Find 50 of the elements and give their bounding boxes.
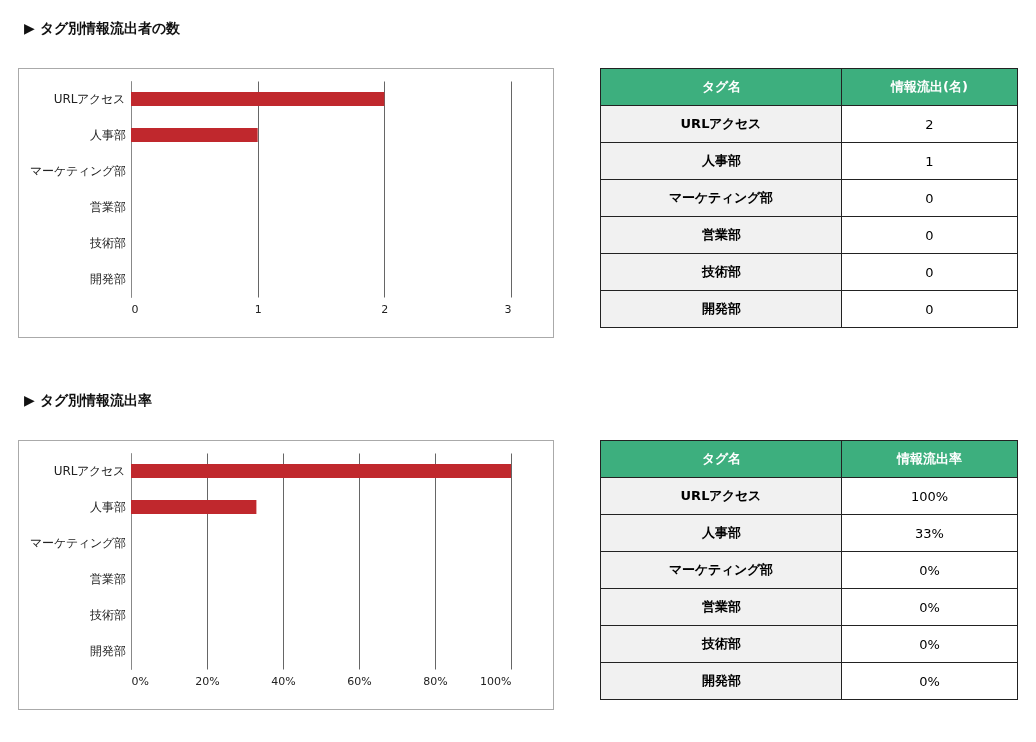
x-tick-label: 0 <box>131 302 139 316</box>
x-tick-label: 20% <box>195 674 220 688</box>
data-label: 0% <box>841 625 1018 663</box>
x-tick-label: 40% <box>271 674 296 688</box>
y-tick-label: URLアクセス <box>53 464 126 478</box>
x-tick-label: 100% <box>480 674 512 688</box>
category-label: 人事部 <box>701 525 741 540</box>
y-tick-label: 人事部 <box>89 128 126 142</box>
category-label: 開発部 <box>701 673 741 688</box>
y-tick-label: 技術部 <box>88 608 126 622</box>
y-tick-label: 開発部 <box>89 272 126 286</box>
data-label: 33% <box>841 514 1018 552</box>
category-label: 開発部 <box>701 301 741 316</box>
x-tick-label: 80% <box>423 674 448 688</box>
category-label: URLアクセス <box>680 116 762 131</box>
category-label: マーケティング部 <box>669 562 773 577</box>
data-label: 0 <box>841 216 1018 254</box>
x-tick-label: 60% <box>347 674 372 688</box>
category-label: 営業部 <box>701 599 741 614</box>
text: 情報流出率 <box>841 440 1018 478</box>
y-tick-label: 営業部 <box>89 200 126 214</box>
category-label: 営業部 <box>701 227 741 242</box>
y-tick-label: 技術部 <box>88 236 126 250</box>
text: 情報流出(名) <box>841 68 1018 106</box>
category-label: 技術部 <box>701 636 741 651</box>
y-tick-label: マーケティング部 <box>29 536 126 550</box>
y-tick-label: 人事部 <box>89 500 126 514</box>
x-tick-label: 2 <box>381 302 389 316</box>
y-tick-label: マーケティング部 <box>29 164 126 178</box>
data-label: 1 <box>841 142 1018 180</box>
data-label: 0 <box>841 179 1018 217</box>
y-tick-label: 営業部 <box>89 572 126 586</box>
text: タグ名 <box>600 68 842 106</box>
data-label: 0% <box>841 588 1018 626</box>
y-tick-label: 開発部 <box>89 644 126 658</box>
data-label: 100% <box>841 477 1018 515</box>
data-label: 0% <box>841 551 1018 589</box>
category-label: 技術部 <box>701 264 741 279</box>
y-tick-label: URLアクセス <box>53 92 126 106</box>
text: タグ名 <box>600 440 842 478</box>
x-tick-label: 3 <box>504 302 512 316</box>
data-label: 0 <box>841 253 1018 291</box>
data-label: 2 <box>841 105 1018 143</box>
chart-title: ▶ タグ別情報流出者の数 <box>24 20 180 38</box>
category-label: URLアクセス <box>680 488 762 503</box>
x-tick-label: 0% <box>131 674 149 688</box>
x-tick-label: 1 <box>254 302 262 316</box>
chart-title: ▶ タグ別情報流出率 <box>24 392 152 410</box>
category-label: マーケティング部 <box>669 190 773 205</box>
category-label: 人事部 <box>701 153 741 168</box>
